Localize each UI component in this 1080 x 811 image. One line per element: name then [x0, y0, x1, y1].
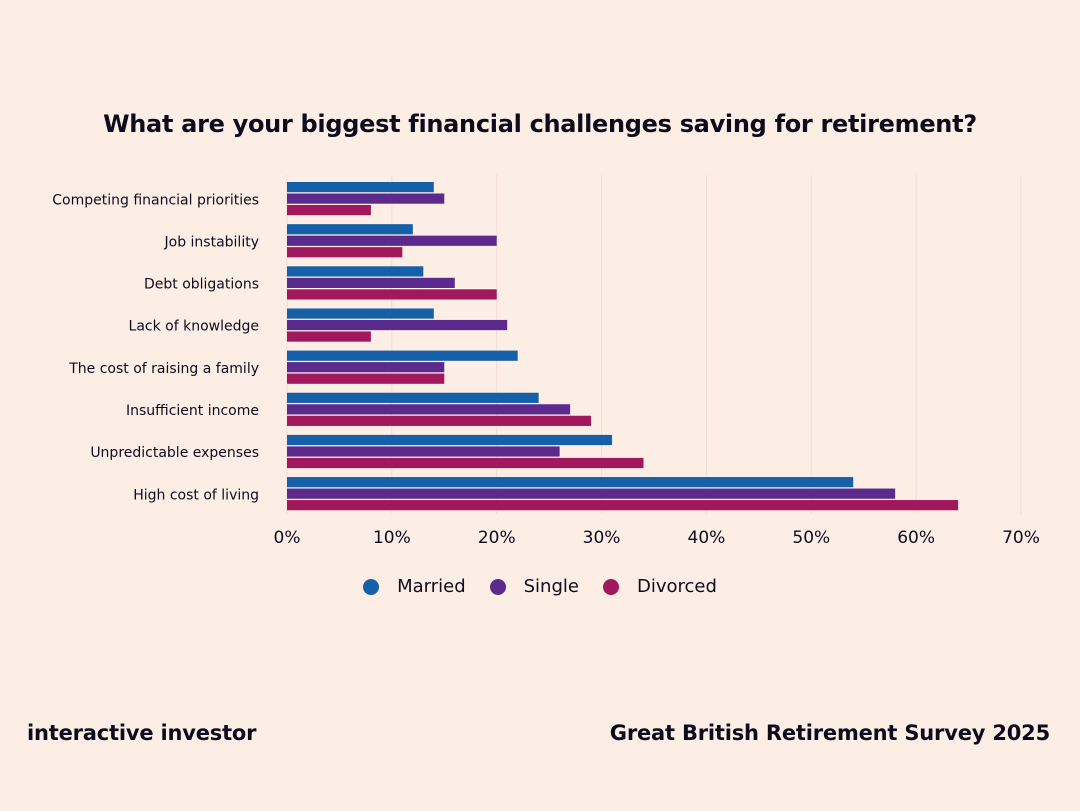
bar-divorced: [287, 457, 644, 469]
bar-married: [287, 434, 613, 446]
x-tick-label: 20%: [478, 528, 516, 548]
legend-label-divorced: Divorced: [636, 576, 717, 597]
category-label: Insufficient income: [126, 403, 259, 419]
bar-single: [287, 193, 445, 204]
category-label: Competing financial priorities: [52, 192, 259, 208]
bar-single: [287, 235, 497, 246]
brand-name: interactive investor: [27, 721, 257, 745]
bar-single: [287, 319, 508, 331]
bar-divorced: [287, 205, 371, 216]
legend-swatch-married: [363, 578, 380, 595]
legend-item-married: Married: [363, 576, 466, 597]
legend-label-married: Married: [397, 576, 466, 597]
legend-swatch-divorced: [602, 578, 619, 595]
bar-divorced: [287, 331, 371, 342]
bar-married: [287, 350, 518, 361]
bar-married: [287, 392, 539, 403]
x-tick-label: 40%: [688, 528, 726, 548]
bar-married: [287, 308, 434, 319]
x-tick-label: 70%: [1002, 528, 1040, 548]
bar-divorced: [287, 500, 959, 511]
x-tick-label: 50%: [792, 528, 830, 548]
category-label: Lack of knowledge: [129, 319, 259, 335]
bar-married: [287, 477, 854, 488]
x-tick-label: 0%: [274, 528, 301, 548]
category-label: Unpredictable expenses: [90, 445, 259, 461]
legend-item-divorced: Divorced: [602, 576, 717, 597]
category-label: The cost of raising a family: [68, 361, 259, 377]
chart-title: What are your biggest financial challeng…: [103, 110, 977, 138]
legend-item-single: Single: [489, 576, 579, 597]
chart-legend: Married Single Divorced: [0, 576, 1080, 597]
survey-source: Great British Retirement Survey 2025: [609, 721, 1050, 745]
bar-single: [287, 446, 560, 457]
category-label: Job instability: [164, 234, 260, 250]
x-tick-label: 60%: [897, 528, 935, 548]
bar-divorced: [287, 373, 445, 384]
bar-single: [287, 488, 896, 499]
legend-label-single: Single: [523, 576, 579, 597]
legend-swatch-single: [489, 578, 506, 595]
bar-single: [287, 404, 571, 415]
bar-divorced: [287, 415, 592, 426]
x-tick-label: 10%: [373, 528, 411, 548]
category-label: Debt obligations: [144, 277, 259, 293]
bar-married: [287, 224, 413, 235]
bar-single: [287, 277, 455, 288]
bar-divorced: [287, 289, 497, 300]
bar-married: [287, 182, 434, 193]
bar-married: [287, 266, 424, 277]
bar-single: [287, 362, 445, 373]
category-label: High cost of living: [133, 487, 259, 503]
x-tick-label: 30%: [583, 528, 621, 548]
bar-divorced: [287, 247, 403, 258]
